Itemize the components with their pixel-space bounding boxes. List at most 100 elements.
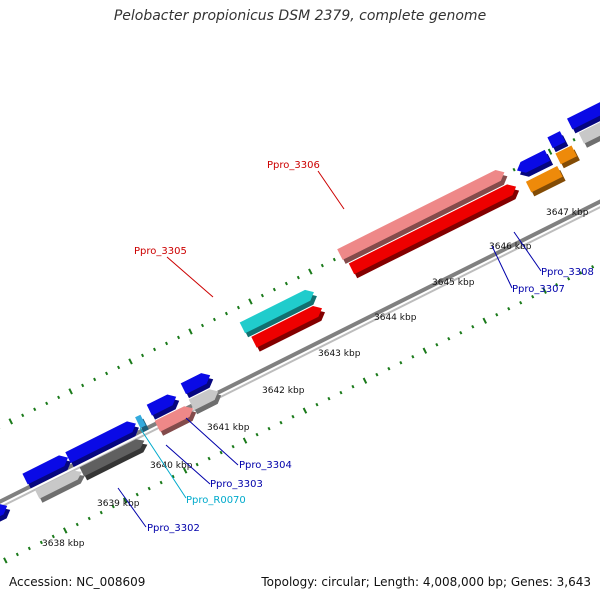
scale-label: 3643 kbp	[318, 349, 361, 359]
tick-mark	[171, 474, 175, 479]
tick-mark	[387, 366, 391, 371]
tick-mark	[272, 287, 276, 292]
gene-label: Ppro_3303	[210, 479, 263, 490]
scale-label: 3641 kbp	[207, 423, 250, 433]
tick-mark	[147, 486, 151, 491]
cds-gene	[180, 373, 211, 395]
scale-label: 3639 kbp	[97, 499, 140, 509]
scale-label: 3646 kbp	[489, 242, 532, 252]
tick-mark	[105, 371, 109, 376]
tick-mark	[291, 414, 295, 419]
topology-summary: Topology: circular; Length: 4,008,000 bp…	[261, 575, 591, 589]
tick-mark	[231, 444, 235, 449]
tick-mark	[207, 456, 211, 461]
cds-gene	[22, 455, 68, 485]
tick-mark	[495, 312, 499, 317]
cds-gene-3306b	[348, 184, 517, 275]
tick-mark	[547, 148, 553, 155]
cds-gene	[34, 470, 82, 499]
tick-mark	[399, 360, 403, 365]
tick-mark	[302, 407, 308, 414]
cds-gene	[0, 504, 8, 517]
tick-mark	[339, 390, 343, 395]
tick-mark	[159, 480, 163, 485]
gene-label-leader	[491, 245, 513, 289]
tick-mark	[579, 271, 583, 275]
tick-mark	[140, 353, 145, 358]
tick-mark	[39, 540, 43, 545]
tick-mark	[123, 497, 128, 504]
tick-mark	[362, 377, 368, 384]
tick-mark	[519, 300, 523, 305]
tick-mark	[135, 492, 139, 497]
tick-mark	[308, 268, 313, 275]
tick-mark	[51, 534, 55, 539]
gene-label: Ppro_R0070	[186, 495, 246, 506]
scale-label: 3647 kbp	[546, 208, 589, 218]
cds-gene	[555, 145, 577, 165]
gene-label: Ppro_3304	[239, 460, 292, 471]
tick-mark	[188, 328, 193, 335]
tick-mark	[93, 377, 97, 382]
gene-label: Ppro_3302	[147, 523, 200, 534]
tick-mark	[327, 396, 331, 401]
tick-mark	[117, 365, 121, 370]
tick-mark	[512, 167, 516, 172]
tick-mark	[75, 522, 79, 527]
tick-mark	[411, 354, 415, 359]
tick-mark	[447, 336, 451, 341]
tick-mark	[87, 516, 91, 521]
gene-label: Ppro_3307	[512, 284, 565, 295]
scale-label: 3645 kbp	[432, 278, 475, 288]
gene-label-leader	[165, 444, 211, 485]
tick-mark	[200, 323, 205, 328]
cds-gene	[547, 131, 566, 149]
tick-mark	[128, 358, 133, 365]
tick-mark	[33, 407, 37, 412]
tick-mark	[68, 388, 73, 395]
tick-mark	[3, 557, 8, 564]
cds-gene	[65, 421, 136, 463]
tick-mark	[21, 413, 25, 418]
tick-mark	[99, 510, 103, 515]
tick-mark	[482, 317, 487, 324]
gene-label-leader	[117, 487, 147, 528]
tick-mark	[27, 546, 31, 551]
tick-mark	[296, 275, 300, 280]
tick-mark	[459, 330, 463, 335]
tick-mark	[236, 305, 241, 310]
tick-mark	[15, 552, 19, 557]
tick-mark	[176, 335, 181, 340]
cds-gene-3307	[525, 166, 563, 193]
tick-mark	[422, 347, 428, 354]
tick-mark	[351, 384, 355, 389]
tick-mark	[255, 432, 259, 437]
cds-gene	[188, 389, 219, 411]
cds-gene	[146, 394, 177, 416]
tick-mark	[63, 527, 68, 534]
cds-gene-3305	[239, 289, 314, 334]
tick-mark	[57, 395, 61, 400]
cds-gene-3308	[567, 102, 600, 130]
tick-mark	[164, 341, 169, 346]
cds-gene-3304	[154, 406, 194, 432]
tick-mark	[260, 293, 264, 298]
tick-mark	[542, 287, 547, 294]
scale-label: 3638 kbp	[42, 539, 85, 549]
tick-mark	[242, 437, 248, 444]
tick-mark	[332, 257, 336, 262]
tick-mark	[555, 283, 559, 287]
accession-text: Accession: NC_008609	[9, 575, 146, 589]
cds-gene	[79, 439, 145, 477]
tick-mark	[531, 294, 535, 299]
gene-label-leader	[166, 256, 214, 298]
tick-mark	[320, 263, 324, 268]
tick-mark	[471, 324, 475, 329]
tick-mark	[279, 420, 283, 425]
cds-gene	[578, 122, 600, 144]
tick-mark	[284, 281, 288, 286]
gene-label-leader	[139, 427, 187, 499]
gene-label: Ppro_3305	[134, 246, 187, 257]
tick-mark	[248, 298, 253, 305]
